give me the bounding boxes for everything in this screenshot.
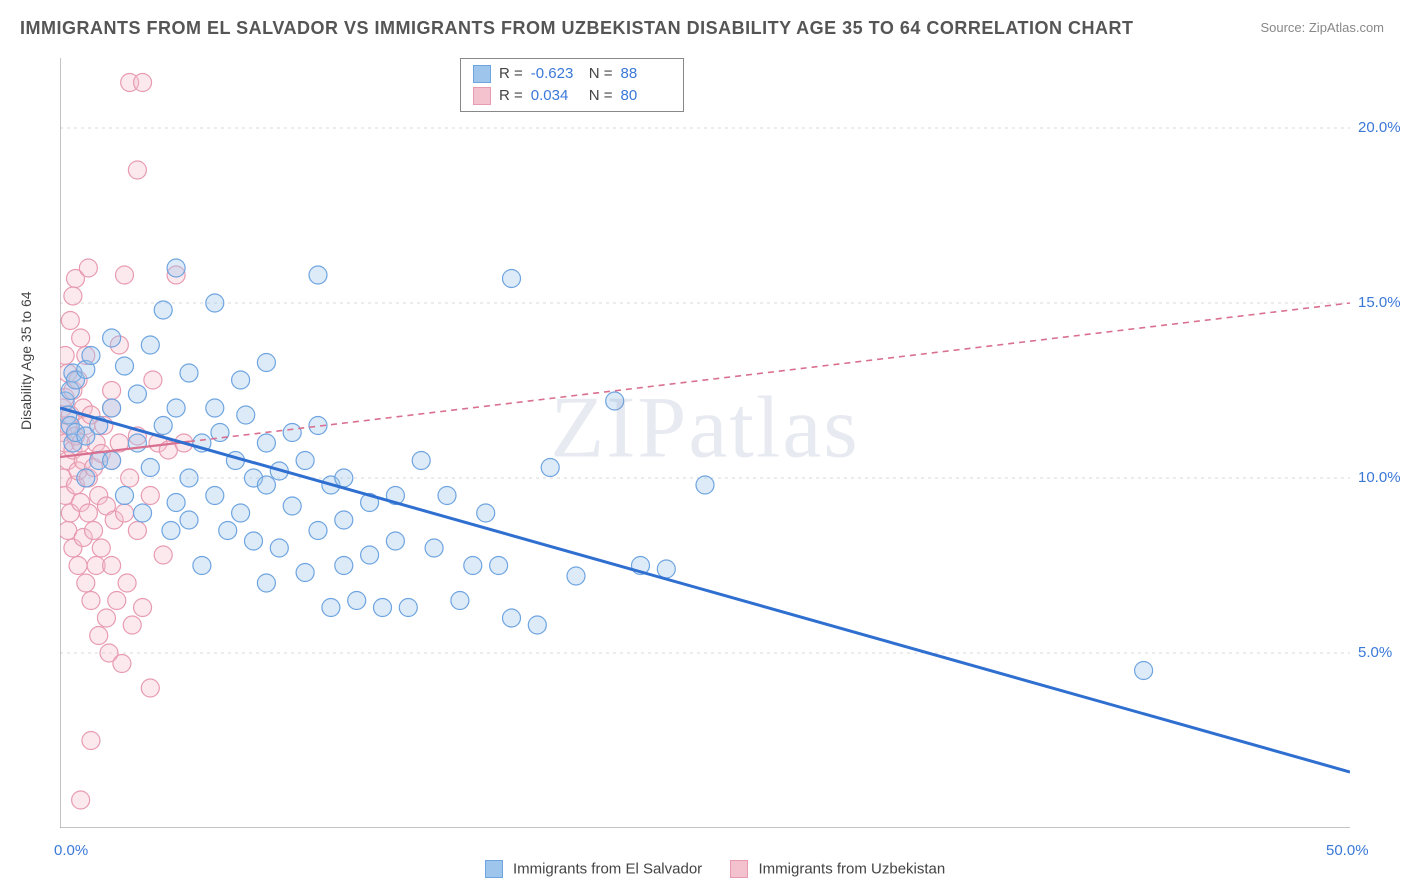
legend-swatch-series-2 (730, 860, 748, 878)
legend-row: R = 0.034 N = 80 (473, 85, 671, 107)
legend-series-label: Immigrants from Uzbekistan (759, 861, 946, 878)
y-tick-label: 20.0% (1358, 119, 1401, 136)
chart-title: IMMIGRANTS FROM EL SALVADOR VS IMMIGRANT… (20, 18, 1134, 39)
y-tick-label: 15.0% (1358, 294, 1401, 311)
x-tick-label: 0.0% (54, 842, 88, 859)
legend-n-value: 88 (621, 63, 671, 85)
source-attribution: Source: ZipAtlas.com (1260, 20, 1384, 35)
legend-n-label: N = (589, 85, 613, 107)
legend-n-label: N = (589, 63, 613, 85)
series-legend: Immigrants from El Salvador Immigrants f… (0, 860, 1406, 878)
legend-r-value: -0.623 (531, 63, 581, 85)
legend-row: R = -0.623 N = 88 (473, 63, 671, 85)
legend-swatch-series-1 (485, 860, 503, 878)
chart-svg (60, 58, 1350, 828)
plot-area: ZIPatlas (60, 58, 1350, 828)
y-axis-label: Disability Age 35 to 64 (18, 291, 34, 430)
legend-r-value: 0.034 (531, 85, 581, 107)
y-tick-label: 10.0% (1358, 469, 1401, 486)
legend-r-label: R = (499, 63, 523, 85)
correlation-legend: R = -0.623 N = 88 R = 0.034 N = 80 (460, 58, 684, 112)
legend-series-label: Immigrants from El Salvador (513, 861, 702, 878)
legend-swatch-2 (473, 87, 491, 105)
legend-r-label: R = (499, 85, 523, 107)
legend-n-value: 80 (621, 85, 671, 107)
y-tick-label: 5.0% (1358, 644, 1392, 661)
x-tick-label: 50.0% (1326, 842, 1369, 859)
legend-swatch-1 (473, 65, 491, 83)
